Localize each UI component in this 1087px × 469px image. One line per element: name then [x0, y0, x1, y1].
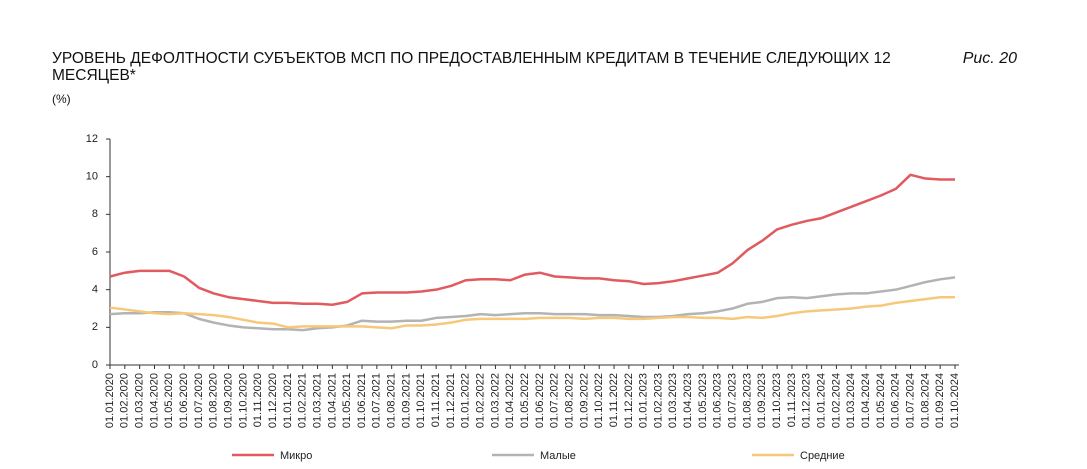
x-tick-label: 01.11.2023: [786, 373, 798, 427]
x-tick-label: 01.05.2023: [697, 373, 709, 428]
line-series: [109, 173, 955, 306]
x-tick-label: 01.09.2023: [756, 373, 768, 428]
x-tick-label: 01.04.2022: [504, 373, 516, 428]
x-tick-label: 01.12.2021: [445, 373, 457, 428]
x-tick-label: 01.11.2022: [608, 373, 620, 427]
x-tick-label: 01.01.2020: [104, 373, 116, 428]
x-tick-label: 01.08.2024: [919, 373, 931, 428]
y-tick-label: 2: [92, 321, 98, 333]
x-tick-label: 01.10.2020: [237, 373, 249, 428]
x-tick-label: 01.09.2024: [934, 373, 946, 428]
x-tick-label: 01.06.2020: [178, 373, 190, 428]
x-tick-label: 01.10.2022: [593, 373, 605, 428]
x-tick-label: 01.07.2024: [904, 373, 916, 428]
y-tick-label: 0: [92, 359, 98, 371]
x-tick-label: 01.02.2024: [830, 373, 842, 428]
x-tick-label: 01.11.2020: [252, 373, 264, 427]
legend-label: Малые: [540, 450, 576, 462]
x-tick-label: 01.03.2020: [134, 373, 146, 428]
x-tick-label: 01.05.2021: [341, 373, 353, 428]
x-tick-label: 01.09.2022: [578, 373, 590, 428]
y-tick-label: 10: [86, 171, 98, 183]
x-tick-label: 01.10.2024: [949, 373, 961, 428]
y-tick-label: 12: [86, 133, 98, 145]
x-tick-label: 01.04.2021: [326, 373, 338, 428]
x-tick-label: 01.07.2020: [193, 373, 205, 428]
x-tick-label: 01.11.2021: [430, 373, 442, 427]
x-tick-label: 01.05.2022: [519, 373, 531, 428]
x-tick-label: 01.02.2021: [297, 373, 309, 428]
x-tick-label: 01.05.2024: [875, 373, 887, 428]
x-tick-label: 01.12.2023: [801, 373, 813, 428]
line-series: [109, 276, 956, 332]
x-tick-label: 01.03.2022: [489, 373, 501, 428]
x-tick-label: 01.04.2024: [860, 373, 872, 428]
legend-label: Микро: [280, 450, 312, 462]
x-tick-label: 01.01.2022: [460, 373, 472, 428]
x-tick-label: 01.10.2021: [415, 373, 427, 428]
x-tick-label: 01.04.2020: [148, 373, 160, 428]
x-tick-label: 01.09.2021: [400, 373, 412, 428]
x-tick-label: 01.06.2021: [356, 373, 368, 428]
x-tick-label: 01.01.2024: [815, 373, 827, 428]
x-tick-label: 01.02.2020: [119, 373, 131, 428]
x-tick-label: 01.04.2023: [682, 373, 694, 428]
x-tick-label: 01.03.2023: [667, 373, 679, 428]
x-tick-label: 01.07.2023: [727, 373, 739, 428]
x-tick-label: 01.02.2023: [652, 373, 664, 428]
unit-label: (%): [52, 92, 71, 106]
y-tick-label: 8: [92, 208, 98, 220]
y-tick-label: 6: [92, 246, 98, 258]
x-tick-label: 01.08.2020: [208, 373, 220, 428]
x-tick-label: 01.02.2022: [475, 373, 487, 428]
x-tick-label: 01.06.2024: [890, 373, 902, 428]
x-tick-label: 01.10.2023: [771, 373, 783, 428]
x-tick-label: 01.08.2022: [563, 373, 575, 428]
x-tick-label: 01.05.2020: [163, 373, 175, 428]
x-tick-label: 01.08.2021: [386, 373, 398, 428]
figure-label: Рис. 20: [962, 50, 1017, 67]
x-tick-label: 01.08.2023: [741, 373, 753, 428]
x-tick-label: 01.03.2024: [845, 373, 857, 428]
y-tick-label: 4: [92, 284, 98, 296]
x-tick-label: 01.12.2020: [267, 373, 279, 428]
chart-title: УРОВЕНЬ ДЕФОЛТНОСТИ СУБЪЕКТОВ МСП ПО ПРЕ…: [52, 50, 891, 84]
legend-label: Средние: [800, 450, 845, 462]
x-tick-label: 01.01.2023: [638, 373, 650, 428]
x-tick-label: 01.09.2020: [223, 373, 235, 428]
x-tick-label: 01.12.2022: [623, 373, 635, 428]
x-tick-label: 01.07.2022: [549, 373, 561, 428]
line-series: [109, 295, 955, 330]
x-tick-label: 01.01.2021: [282, 373, 294, 428]
x-tick-label: 01.06.2023: [712, 373, 724, 428]
x-tick-label: 01.07.2021: [371, 373, 383, 428]
x-tick-label: 01.06.2022: [534, 373, 546, 428]
x-tick-label: 01.03.2021: [311, 373, 323, 428]
